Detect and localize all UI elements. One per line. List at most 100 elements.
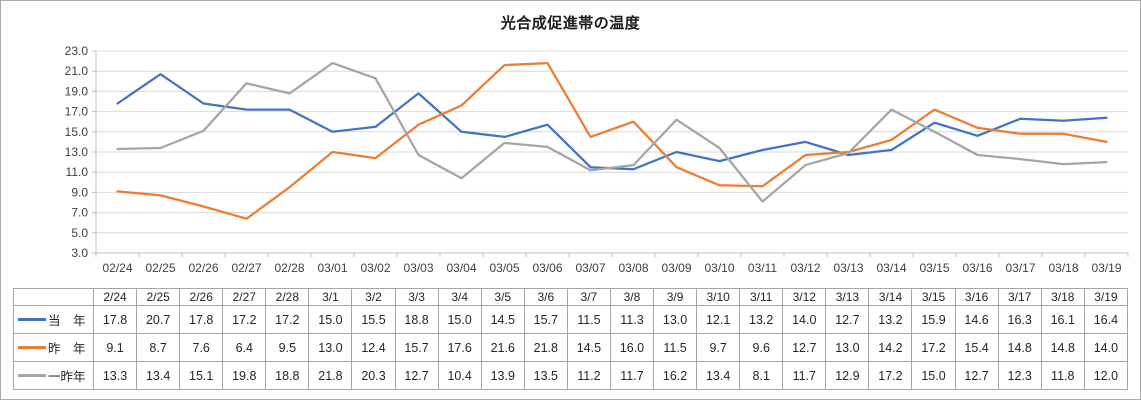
table-date-header: 3/15 — [911, 288, 956, 306]
table-value-cell: 17.2 — [265, 305, 310, 334]
table-value-cell: 6.4 — [222, 333, 267, 362]
table-value-cell: 14.2 — [868, 333, 913, 362]
table-value-cell: 11.2 — [566, 361, 611, 390]
table-value-cell: 11.7 — [609, 361, 655, 390]
table-value-cell: 9.5 — [265, 333, 310, 362]
table-date-header: 3/14 — [868, 288, 913, 306]
table-date-header: 2/25 — [136, 288, 181, 306]
table-value-cell: 17.8 — [179, 305, 224, 334]
table-value-cell: 19.8 — [222, 361, 267, 390]
table-value-cell: 14.6 — [954, 305, 999, 334]
table-date-header: 3/5 — [480, 288, 525, 306]
table-value-cell: 15.7 — [394, 333, 439, 362]
table-value-cell: 12.7 — [954, 361, 999, 390]
table-value-cell: 15.0 — [437, 305, 482, 334]
table-value-cell: 14.5 — [480, 305, 525, 334]
table-header-row: 2/24 2/25 2/26 2/27 2/28 3/1 3/2 3/3 3/4 3/5 3/6 3/… — [13, 288, 1129, 306]
table-date-header: 3/7 — [566, 288, 611, 306]
table-value-cell: 13.2 — [739, 305, 784, 334]
table-date-header: 3/8 — [609, 288, 655, 306]
table-date-header: 3/17 — [997, 288, 1042, 306]
x-axis-tick-label: 02/27 — [231, 261, 261, 275]
x-axis-tick-label: 02/28 — [274, 261, 304, 275]
y-axis-tick-label: 15.0 — [65, 125, 89, 139]
table-date-header: 3/18 — [1040, 288, 1085, 306]
table-value-cell: 12.7 — [394, 361, 439, 390]
y-axis-tick-label: 11.0 — [66, 165, 89, 179]
x-axis-tick-label: 02/24 — [102, 261, 132, 275]
y-axis-tick-label: 23.0 — [65, 44, 89, 58]
table-value-cell: 11.5 — [653, 333, 698, 362]
table-date-header: 3/9 — [653, 288, 698, 306]
x-axis-tick-label: 03/14 — [876, 261, 906, 275]
table-date-header: 3/13 — [825, 288, 870, 306]
x-axis-tick-label: 03/19 — [1091, 261, 1121, 275]
legend-cell-last-year: 昨 年 — [13, 333, 94, 362]
table-date-header: 3/3 — [394, 288, 439, 306]
x-axis-tick-label: 03/12 — [790, 261, 820, 275]
table-value-cell: 15.0 — [911, 361, 956, 390]
x-axis-tick-label: 02/26 — [188, 261, 218, 275]
x-axis-tick-label: 03/10 — [704, 261, 734, 275]
table-date-header: 3/1 — [308, 288, 353, 306]
table-value-cell: 12.9 — [825, 361, 870, 390]
table-value-cell: 8.7 — [136, 333, 181, 362]
table-value-cell: 16.1 — [1040, 305, 1085, 334]
table-value-cell: 17.6 — [437, 333, 482, 362]
table-date-header: 2/24 — [92, 288, 138, 306]
table-date-header: 2/27 — [222, 288, 267, 306]
y-axis-tick-label: 3.0 — [71, 246, 88, 260]
chart-data-table: 2/24 2/25 2/26 2/27 2/28 3/1 3/2 3/3 3/4 3/5 3/6 3/… — [13, 288, 1129, 390]
x-axis-tick-label: 03/02 — [360, 261, 390, 275]
table-value-cell: 14.0 — [782, 305, 827, 334]
legend-cell-two-years-ago: 一昨年 — [13, 361, 94, 390]
table-value-cell: 9.6 — [739, 333, 784, 362]
table-value-cell: 18.8 — [265, 361, 310, 390]
x-axis-tick-label: 03/01 — [317, 261, 347, 275]
x-axis-tick-label: 03/04 — [446, 261, 476, 275]
y-axis-tick-label: 21.0 — [65, 64, 89, 78]
x-axis-tick-label: 03/13 — [833, 261, 863, 275]
table-corner-cell — [13, 288, 94, 306]
table-date-header: 2/28 — [265, 288, 310, 306]
y-axis-tick-label: 5.0 — [71, 226, 88, 240]
table-value-cell: 15.9 — [911, 305, 956, 334]
legend-line-swatch-current-year — [18, 318, 46, 321]
legend-label-current-year: 当 年 — [48, 314, 86, 328]
series-line-two-years-ago — [116, 61, 1108, 203]
table-date-header: 3/19 — [1083, 288, 1129, 306]
table-value-cell: 21.6 — [480, 333, 525, 362]
legend-label-two-years-ago: 一昨年 — [48, 370, 86, 384]
table-row-last-year: 昨 年 9.1 8.7 7.6 6.4 9.5 13.0 12.4 15.7 17.6 21.6 21… — [13, 333, 1129, 362]
table-value-cell: 15.0 — [308, 305, 353, 334]
table-value-cell: 17.2 — [868, 361, 913, 390]
x-axis-tick-label: 03/06 — [532, 261, 562, 275]
table-value-cell: 13.4 — [136, 361, 181, 390]
table-value-cell: 17.8 — [92, 305, 138, 334]
table-date-header: 3/4 — [437, 288, 482, 306]
y-axis-tick-label: 17.0 — [65, 105, 89, 119]
table-row-two-years-ago: 一昨年 13.3 13.4 15.1 19.8 18.8 21.8 20.3 12.7 10.4 1… — [13, 361, 1129, 390]
legend-line-swatch-two-years-ago — [18, 374, 46, 377]
x-axis-tick-label: 03/03 — [403, 261, 433, 275]
x-axis-tick-label: 03/08 — [618, 261, 648, 275]
table-value-cell: 12.7 — [825, 305, 870, 334]
table-value-cell: 9.7 — [696, 333, 741, 362]
table-row-current-year: 当 年 17.8 20.7 17.8 17.2 17.2 15.0 15.5 18.8 15.0 1… — [13, 305, 1129, 334]
table-value-cell: 11.7 — [782, 361, 827, 390]
table-value-cell: 13.0 — [653, 305, 698, 334]
table-value-cell: 12.1 — [696, 305, 741, 334]
table-value-cell: 16.2 — [653, 361, 698, 390]
table-value-cell: 13.9 — [480, 361, 525, 390]
x-axis-tick-label: 03/16 — [962, 261, 992, 275]
table-value-cell: 16.0 — [609, 333, 655, 362]
table-value-cell: 13.4 — [696, 361, 741, 390]
x-axis-tick-label: 03/18 — [1048, 261, 1078, 275]
x-axis-tick-label: 03/11 — [748, 261, 777, 275]
table-value-cell: 15.5 — [351, 305, 396, 334]
x-axis-tick-label: 03/05 — [489, 261, 519, 275]
x-axis-tick-label: 03/07 — [575, 261, 605, 275]
table-value-cell: 13.3 — [92, 361, 138, 390]
table-value-cell: 16.4 — [1083, 305, 1129, 334]
